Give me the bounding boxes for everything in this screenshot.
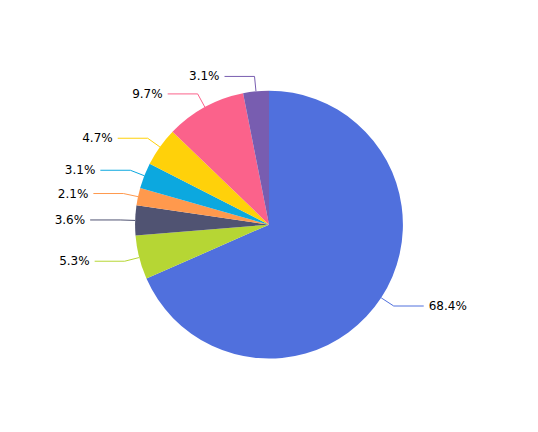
svg-text:3.6%: 3.6% <box>55 213 86 227</box>
svg-text:3.1%: 3.1% <box>189 69 220 83</box>
svg-text:3.1%: 3.1% <box>65 163 96 177</box>
svg-text:9.7%: 9.7% <box>132 87 163 101</box>
svg-text:5.3%: 5.3% <box>59 254 90 268</box>
svg-text:68.4%: 68.4% <box>429 299 467 313</box>
svg-text:2.1%: 2.1% <box>58 187 89 201</box>
svg-text:4.7%: 4.7% <box>82 131 113 145</box>
